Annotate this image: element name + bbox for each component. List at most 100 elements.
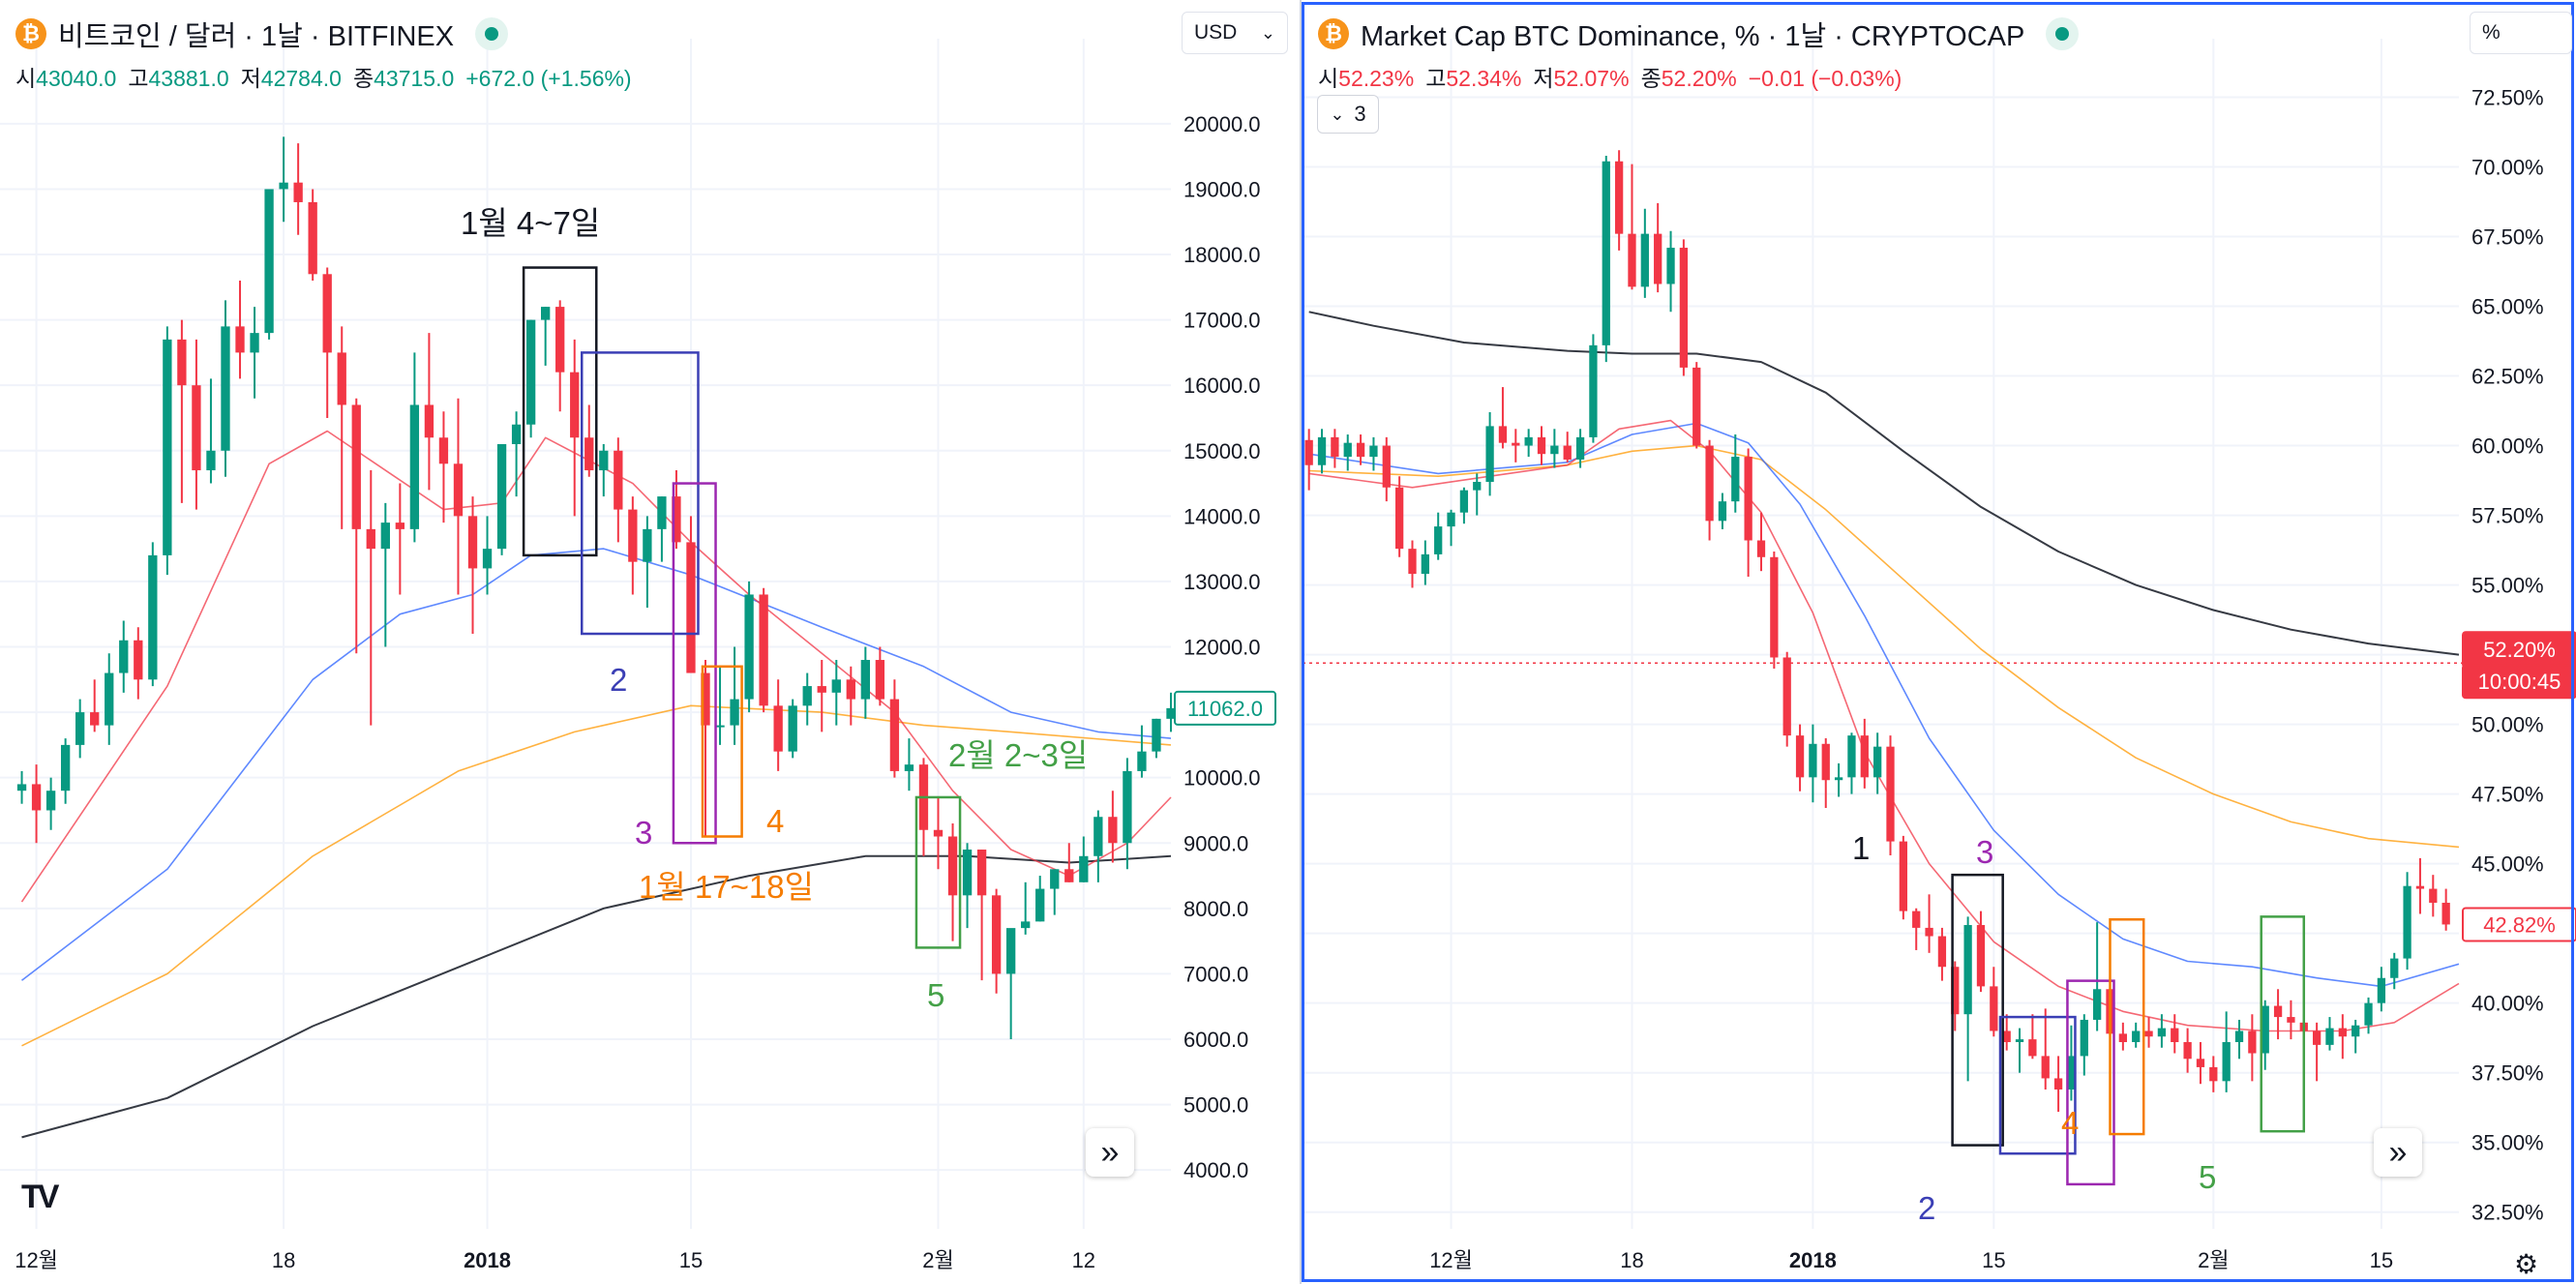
ohlc-key: 시 xyxy=(1318,66,1339,91)
candle-body xyxy=(1537,436,1546,455)
scroll-to-realtime-button-left[interactable]: » xyxy=(1086,1128,1134,1177)
candle-body xyxy=(2222,1042,2231,1082)
indicators-toggle-button[interactable]: ⌄ 3 xyxy=(1317,95,1379,134)
candle-body xyxy=(947,836,958,896)
panel-separator[interactable] xyxy=(1300,0,1302,1284)
y-tick-label: 10000.0 xyxy=(1183,766,1261,791)
candle-body xyxy=(337,352,346,405)
annotation-label: 5 xyxy=(2199,1159,2216,1195)
candle-body xyxy=(1951,967,1960,1015)
right-ohlc-legend: 시52.23% 고52.34% 저52.07% 종52.20% −0.01 (−0.03… xyxy=(1318,60,1913,93)
y-tick-label: 15000.0 xyxy=(1183,439,1261,463)
candle-body xyxy=(75,712,85,745)
candle-body xyxy=(1809,743,1817,778)
candle-body xyxy=(1079,855,1089,882)
right-symbol-title[interactable]: Market Cap BTC Dominance, % · 1날 · CRYPT… xyxy=(1361,21,2025,52)
candle-body xyxy=(1614,161,1624,234)
candle-body xyxy=(1382,445,1391,488)
left-symbol-header[interactable]: ₿ 비트코인 / 달러 · 1날 · BITFINEX xyxy=(15,14,509,54)
candle-body xyxy=(1628,233,1636,287)
candle-body xyxy=(2015,1039,2024,1043)
candle-body xyxy=(1575,436,1585,460)
scroll-to-realtime-button-right[interactable]: » xyxy=(2374,1128,2422,1177)
candle-body xyxy=(555,307,565,373)
market-open-dot-icon[interactable] xyxy=(475,17,509,50)
candle-body xyxy=(715,725,725,728)
ohlc-value: 43040.0 xyxy=(36,66,117,91)
candle-body xyxy=(1654,233,1662,284)
candle-body xyxy=(2377,977,2386,1003)
bar-countdown-tag-box xyxy=(2462,664,2576,700)
candle-body xyxy=(1395,487,1404,550)
x-tick-label: 18 xyxy=(1620,1248,1643,1272)
candle-body xyxy=(1821,743,1830,781)
candle-body xyxy=(2196,1059,2205,1067)
candle-body xyxy=(221,326,230,451)
ohlc-key: 고 xyxy=(1425,66,1447,91)
candle-body xyxy=(1343,442,1352,458)
annotation-box xyxy=(2066,979,2115,1186)
last-price-tag: 11062.0 xyxy=(1174,690,1276,726)
right-symbol-header[interactable]: ₿ Market Cap BTC Dominance, % · 1날 · CRY… xyxy=(1318,14,2080,54)
annotation-label: 1월 4~7일 xyxy=(461,205,600,241)
tradingview-logo-icon[interactable]: TV xyxy=(21,1179,60,1215)
y-tick-label: 8000.0 xyxy=(1183,897,1248,921)
double-chevron-right-icon: » xyxy=(2388,1133,2408,1171)
candle-body xyxy=(279,182,288,190)
candle-body xyxy=(31,784,42,811)
y-tick-label: 13000.0 xyxy=(1183,570,1261,594)
double-chevron-right-icon: » xyxy=(1100,1133,1120,1171)
candle-body xyxy=(60,744,71,791)
moving-average-red xyxy=(1308,419,2460,1032)
candle-body xyxy=(672,496,681,543)
y-tick-label: 7000.0 xyxy=(1183,962,1248,986)
candle-body xyxy=(192,385,201,471)
last-price-tag-box xyxy=(1174,690,1276,726)
candle-body xyxy=(1356,442,1365,458)
candle-body xyxy=(541,307,551,320)
candle-body xyxy=(1756,540,1766,557)
candle-body xyxy=(1021,921,1031,929)
currency-select[interactable]: USD ⌄ xyxy=(1182,12,1288,54)
y-tick-label: 67.50% xyxy=(2471,225,2544,250)
candle-body xyxy=(1421,553,1429,575)
candle-body xyxy=(496,444,507,550)
candle-body xyxy=(1035,888,1045,922)
candle-body xyxy=(991,895,1002,974)
candle-body xyxy=(1563,445,1572,460)
candle-body xyxy=(438,437,449,464)
annotation-label: 2월 2~3일 xyxy=(948,737,1088,773)
candle-body xyxy=(2364,1002,2373,1026)
candle-body xyxy=(2234,1030,2244,1043)
candle-body xyxy=(2118,1033,2127,1043)
left-symbol-title[interactable]: 비트코인 / 달러 · 1날 · BITFINEX xyxy=(58,21,455,52)
candle-body xyxy=(2209,1066,2218,1082)
x-tick-label: 15 xyxy=(2370,1248,2393,1272)
candle-body xyxy=(933,829,944,837)
candle-body xyxy=(976,850,987,896)
ohlc-value: 52.34% xyxy=(1446,66,1522,91)
market-open-dot-icon[interactable] xyxy=(2046,17,2080,50)
annotation-box xyxy=(522,266,598,557)
annotation-label: 1 xyxy=(1852,830,1870,866)
candle-body xyxy=(482,549,493,569)
ohlc-value: 52.07% xyxy=(1553,66,1630,91)
candle-body xyxy=(1050,869,1060,889)
moving-average-black xyxy=(1308,311,2460,656)
candle-body xyxy=(2002,1030,2011,1043)
candle-body xyxy=(2261,1005,2269,1054)
candle-body xyxy=(308,201,317,275)
settings-gear-icon[interactable]: ⚙ xyxy=(2514,1249,2539,1279)
candle-body xyxy=(1005,928,1016,974)
candle-body xyxy=(759,594,768,706)
candle-body xyxy=(773,705,783,752)
candle-body xyxy=(1847,735,1856,778)
candle-body xyxy=(1860,735,1869,778)
unit-select[interactable]: % xyxy=(2470,12,2572,54)
y-tick-label: 32.50% xyxy=(2471,1201,2544,1225)
candle-body xyxy=(2287,1017,2295,1023)
candle-body xyxy=(1744,457,1752,541)
ohlc-key: 시 xyxy=(15,66,37,91)
candle-body xyxy=(1369,445,1378,458)
